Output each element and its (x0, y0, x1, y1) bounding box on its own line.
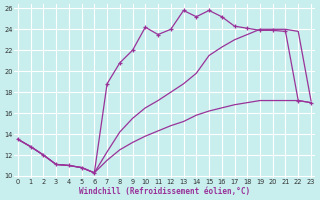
X-axis label: Windchill (Refroidissement éolien,°C): Windchill (Refroidissement éolien,°C) (79, 187, 250, 196)
